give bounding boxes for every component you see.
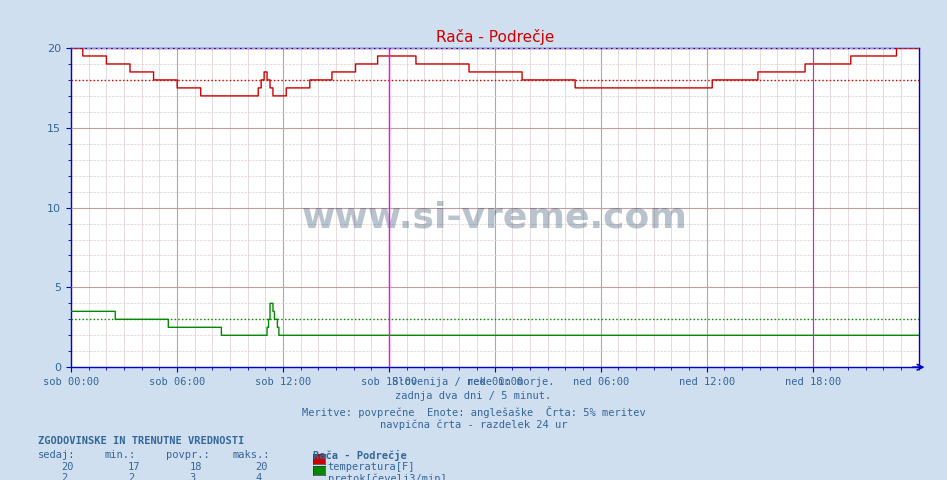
- Text: navpična črta - razdelek 24 ur: navpična črta - razdelek 24 ur: [380, 420, 567, 431]
- Text: 2: 2: [128, 473, 134, 480]
- Text: maks.:: maks.:: [232, 450, 270, 460]
- Text: 4: 4: [256, 473, 262, 480]
- Text: 20: 20: [256, 462, 268, 472]
- Text: 20: 20: [62, 462, 74, 472]
- Text: sedaj:: sedaj:: [38, 450, 76, 460]
- Text: temperatura[F]: temperatura[F]: [328, 462, 415, 472]
- Text: Slovenija / reke in morje.: Slovenija / reke in morje.: [392, 377, 555, 387]
- Text: 17: 17: [128, 462, 140, 472]
- Title: Rača - Podrečje: Rača - Podrečje: [436, 29, 554, 46]
- Text: 2: 2: [62, 473, 68, 480]
- Text: www.si-vreme.com: www.si-vreme.com: [302, 200, 688, 234]
- Text: 18: 18: [189, 462, 202, 472]
- Text: Rača - Podrečje: Rača - Podrečje: [313, 450, 406, 461]
- Text: povpr.:: povpr.:: [166, 450, 209, 460]
- Text: zadnja dva dni / 5 minut.: zadnja dva dni / 5 minut.: [396, 391, 551, 401]
- Text: min.:: min.:: [104, 450, 135, 460]
- Text: 3: 3: [189, 473, 196, 480]
- Text: Meritve: povprečne  Enote: anglešaške  Črta: 5% meritev: Meritve: povprečne Enote: anglešaške Črt…: [302, 406, 645, 418]
- Text: pretok[čevelj3/min]: pretok[čevelj3/min]: [328, 473, 446, 480]
- Text: ZGODOVINSKE IN TRENUTNE VREDNOSTI: ZGODOVINSKE IN TRENUTNE VREDNOSTI: [38, 436, 244, 446]
